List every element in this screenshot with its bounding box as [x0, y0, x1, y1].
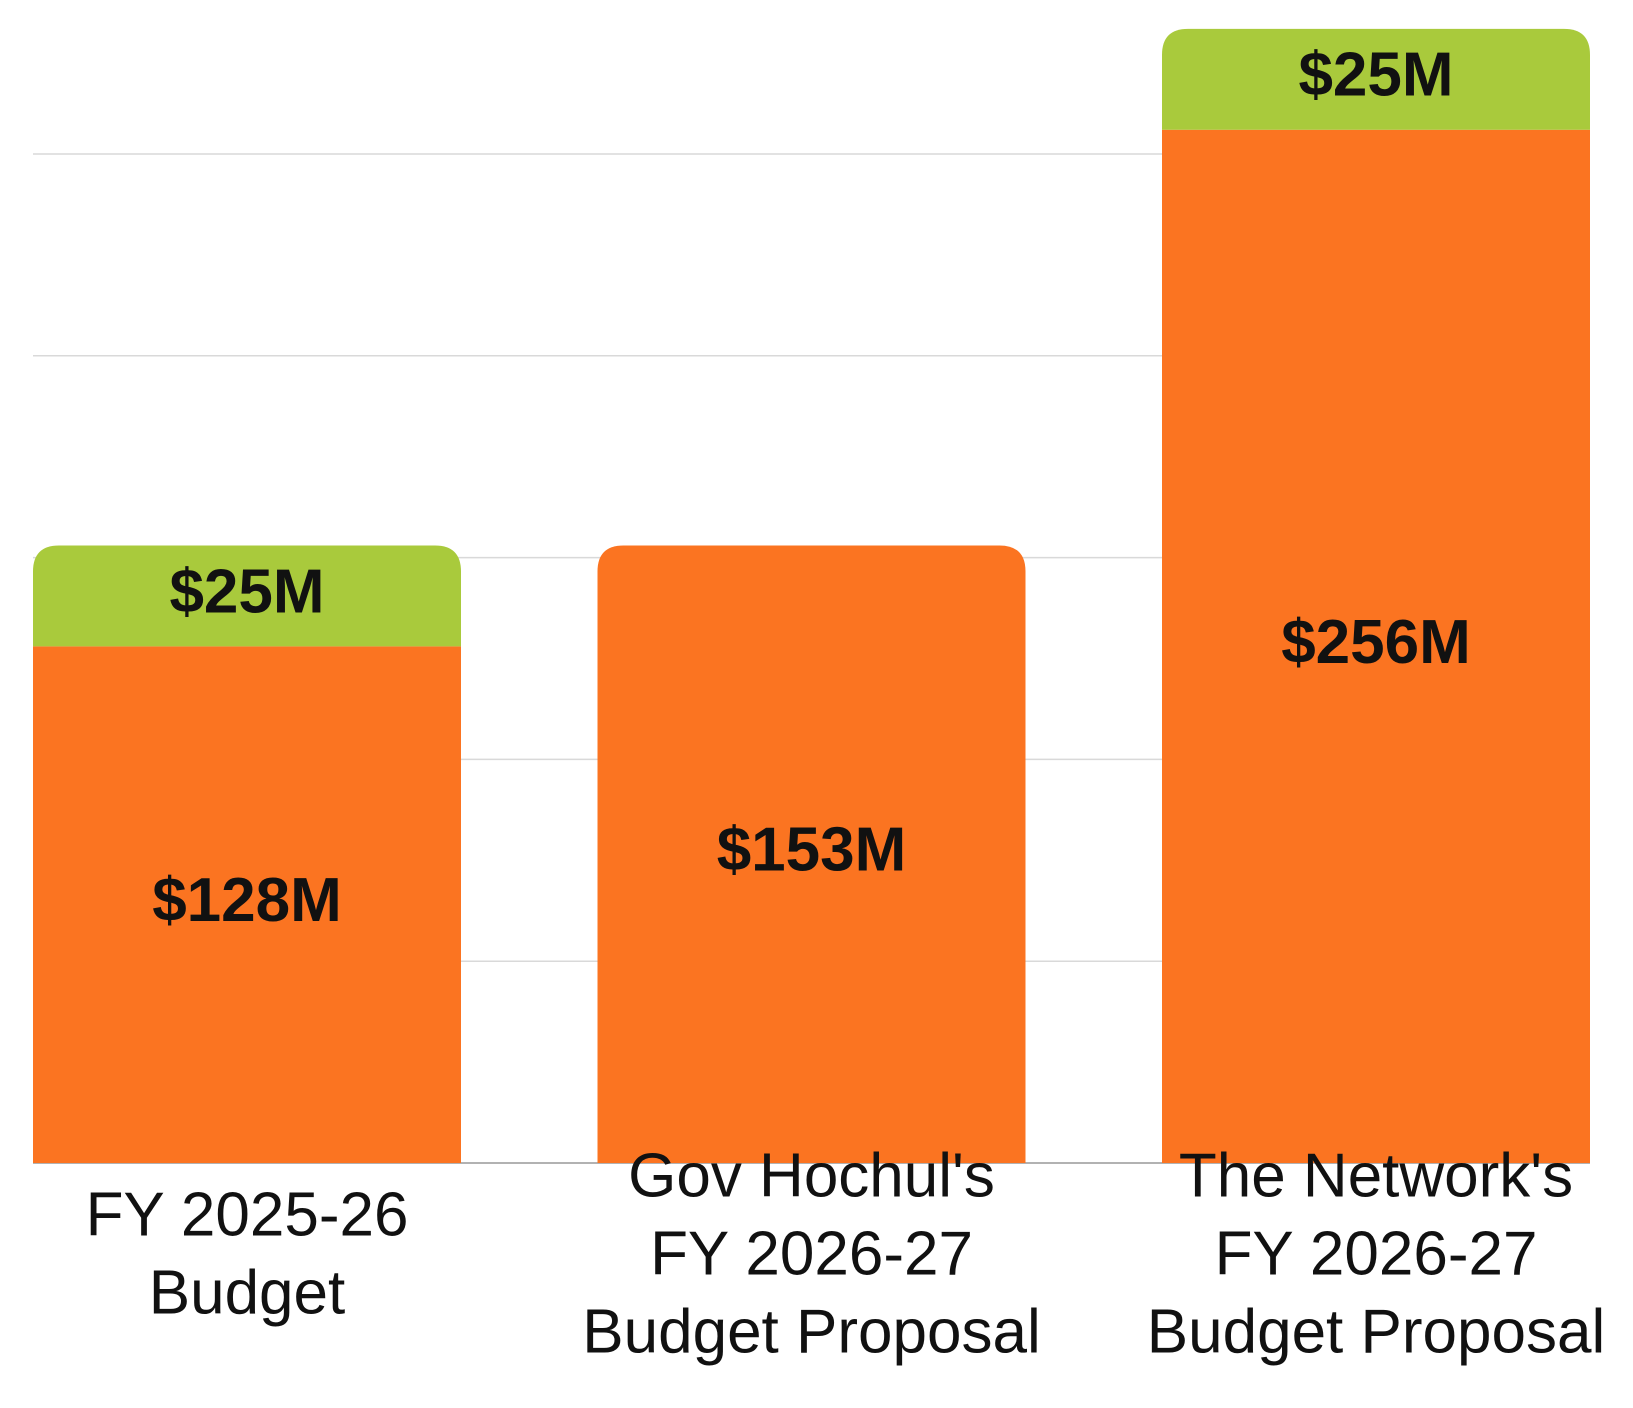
value-label: $25M: [1298, 41, 1453, 110]
value-label: $256M: [1281, 608, 1471, 677]
bar-segment: [33, 646, 461, 1163]
bar-segment: [1162, 129, 1590, 1164]
x-tick-label: The Network's: [1179, 1141, 1573, 1210]
bar-segment: [1162, 28, 1590, 130]
x-tick-label: Gov Hochul's: [628, 1141, 995, 1210]
bar-segment: [597, 545, 1026, 1163]
x-tick-label: Budget Proposal: [582, 1297, 1040, 1366]
value-label: $153M: [717, 816, 907, 885]
x-tick-label: Budget: [149, 1258, 346, 1327]
x-tick-label: FY 2026-27: [650, 1219, 973, 1288]
value-label: $25M: [169, 557, 324, 626]
value-label: $128M: [152, 866, 342, 935]
x-tick-label: FY 2025-26: [86, 1180, 409, 1249]
x-tick-label: FY 2026-27: [1215, 1219, 1538, 1288]
x-tick-label: Budget Proposal: [1147, 1297, 1605, 1366]
bar-segment: [33, 545, 461, 647]
